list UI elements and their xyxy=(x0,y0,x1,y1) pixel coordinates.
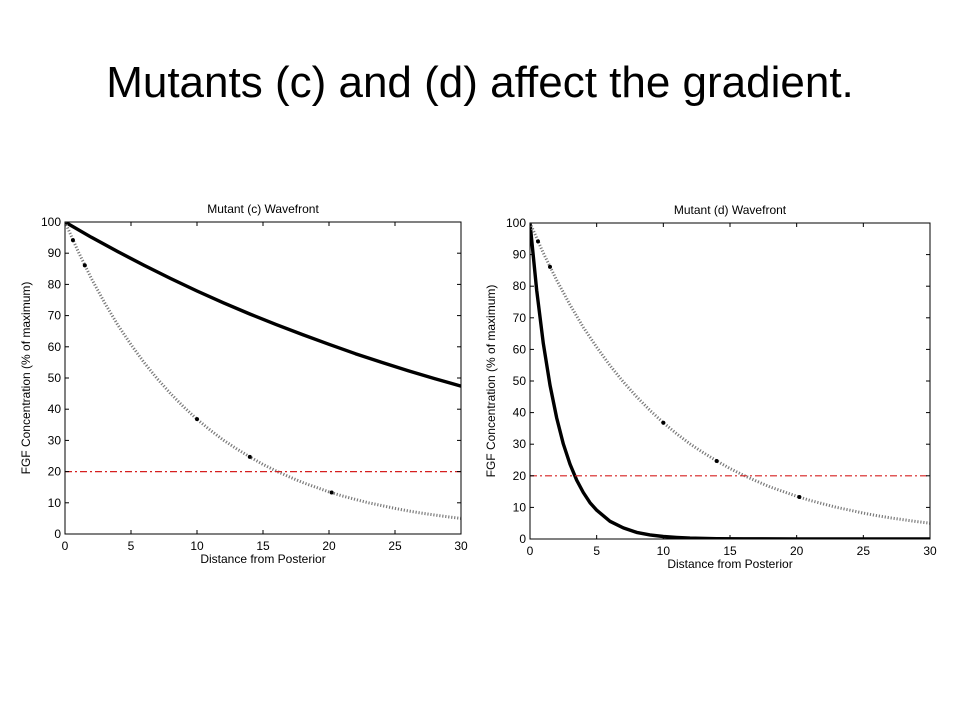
x-tick-label: 0 xyxy=(527,544,534,558)
x-tick-label: 30 xyxy=(454,539,468,553)
y-tick-label: 50 xyxy=(48,371,62,385)
y-tick-label: 90 xyxy=(48,246,62,260)
y-tick-label: 0 xyxy=(519,532,526,546)
x-tick-label: 10 xyxy=(657,544,671,558)
plot-area xyxy=(530,223,930,539)
y-tick-label: 60 xyxy=(48,340,62,354)
y-tick-label: 70 xyxy=(513,311,527,325)
y-tick-label: 40 xyxy=(48,402,62,416)
y-axis-label: FGF Concentration (% of maximum) xyxy=(484,285,498,478)
y-tick-label: 20 xyxy=(513,469,527,483)
x-tick-label: 20 xyxy=(322,539,336,553)
y-tick-label: 80 xyxy=(48,277,62,291)
y-tick-label: 0 xyxy=(54,527,61,541)
data-point-marker xyxy=(82,263,87,268)
chart-mutant-c: Mutant (c) Wavefront 0 5 10 15 20 25 30 0 10 20 30 4… xyxy=(0,188,480,588)
y-axis-label: FGF Concentration (% of maximum) xyxy=(19,282,33,475)
data-point-marker xyxy=(70,238,75,243)
plot-area xyxy=(65,222,461,520)
x-tick-label: 25 xyxy=(388,539,402,553)
y-tick-label: 70 xyxy=(48,309,62,323)
y-tick-label: 30 xyxy=(513,437,527,451)
x-tick-label: 20 xyxy=(790,544,804,558)
y-tick-label: 80 xyxy=(513,279,527,293)
y-tick-label: 40 xyxy=(513,406,527,420)
data-point-marker xyxy=(195,417,199,422)
data-point-marker xyxy=(548,264,552,269)
y-tick-label: 100 xyxy=(506,216,526,230)
y-tick-label: 10 xyxy=(513,500,527,514)
x-tick-label: 25 xyxy=(857,544,871,558)
y-tick-label: 20 xyxy=(48,465,62,479)
x-axis-label: Distance from Posterior xyxy=(667,557,792,571)
chart-title: Mutant (c) Wavefront xyxy=(207,202,319,216)
data-point-marker xyxy=(714,458,719,463)
plot-frame xyxy=(529,222,931,540)
y-tick-label: 50 xyxy=(513,374,527,388)
y-tick-label: 60 xyxy=(513,342,527,356)
chart-mutant-d: Mutant (d) Wavefront 0 5 10 15 20 25 30 0 10 20 30 4… xyxy=(472,188,952,588)
data-point-marker xyxy=(661,420,666,425)
chart-mutant-d-svg: Mutant (d) Wavefront 0 5 10 15 20 25 30 0 10 20 30 4… xyxy=(484,203,937,571)
x-tick-label: 30 xyxy=(923,544,937,558)
series-solid-thick-line xyxy=(65,222,461,388)
series-dotted-gray-line xyxy=(65,222,461,520)
y-tick-label: 100 xyxy=(41,215,61,229)
x-tick-label: 0 xyxy=(62,539,69,553)
data-point-marker xyxy=(536,239,540,244)
plot-frame xyxy=(64,221,462,535)
series-solid-thick-line xyxy=(530,223,930,539)
x-tick-label: 15 xyxy=(256,539,270,553)
x-tick-label: 5 xyxy=(593,544,600,558)
x-tick-label: 5 xyxy=(128,539,135,553)
x-tick-label: 10 xyxy=(190,539,204,553)
data-point-marker xyxy=(329,490,334,495)
slide-title: Mutants (c) and (d) affect the gradient. xyxy=(106,58,854,107)
y-tick-label: 30 xyxy=(48,433,62,447)
chart-title: Mutant (d) Wavefront xyxy=(674,203,787,217)
data-point-marker xyxy=(247,454,252,459)
series-dotted-gray-line xyxy=(530,223,930,525)
y-tick-label: 90 xyxy=(513,248,527,262)
data-point-marker xyxy=(797,494,802,499)
x-tick-label: 15 xyxy=(723,544,737,558)
y-tick-label: 10 xyxy=(48,496,62,510)
chart-mutant-c-svg: Mutant (c) Wavefront 0 5 10 15 20 25 30 0 10 20 30 4… xyxy=(19,202,468,566)
x-axis-label: Distance from Posterior xyxy=(200,552,325,566)
